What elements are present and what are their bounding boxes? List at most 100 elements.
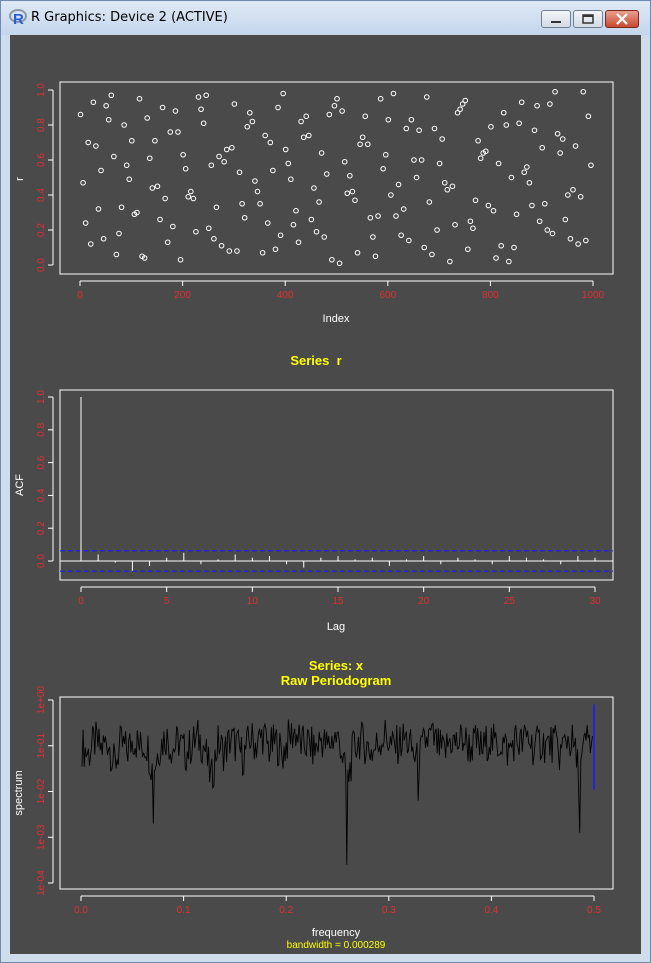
scatter-point	[200, 120, 207, 127]
scatter-point	[570, 186, 576, 193]
x-tick-label: 0.5	[587, 905, 601, 916]
x-tick-label: 25	[504, 596, 516, 607]
scatter-point	[380, 165, 386, 172]
scatter-point	[257, 200, 263, 207]
scatter-point	[498, 242, 504, 249]
acf-plot-panel: Series r 0 5 10 15 20 25 300.00.20.40.60.81.0 …	[14, 353, 614, 633]
scatter-point	[500, 109, 507, 116]
scatter-point	[193, 228, 199, 235]
scatter-point	[172, 108, 179, 114]
scatter-point	[146, 155, 153, 162]
x-tick-label: 1000	[582, 290, 605, 301]
minimize-button[interactable]	[541, 10, 571, 28]
scatter-point	[252, 178, 258, 184]
scatter-point	[123, 162, 130, 169]
y-tick-label: 0.0	[36, 258, 47, 272]
scatter-point	[357, 141, 363, 148]
x-tick-label: 10	[247, 596, 259, 607]
acf-x-axis-label: Lag	[327, 621, 345, 633]
scatter-point	[557, 150, 563, 156]
x-tick-label: 0.1	[177, 905, 191, 916]
scatter-point	[167, 129, 174, 135]
scatter-point	[470, 225, 476, 232]
scatter-point	[575, 241, 581, 247]
scatter-point	[175, 129, 181, 135]
scatter-point	[459, 101, 466, 107]
scatter-point	[534, 102, 540, 109]
scatter-point	[195, 94, 202, 100]
y-tick-label: 1e+00	[36, 686, 47, 715]
acf-y-axis-label: ACF	[14, 474, 26, 496]
x-tick-label: 15	[332, 596, 344, 607]
window-title: R Graphics: Device 2 (ACTIVE)	[31, 10, 228, 25]
scatter-point	[475, 137, 481, 144]
scatter-point	[329, 256, 335, 263]
acf-plot-frame	[59, 389, 614, 581]
scatter-point	[85, 139, 92, 146]
scatter-point	[421, 244, 428, 251]
maximize-button[interactable]	[573, 10, 603, 28]
scatter-point	[98, 167, 104, 174]
scatter-point	[90, 99, 97, 106]
scatter-point	[305, 132, 312, 139]
scatter-point	[254, 188, 261, 195]
x-tick-label: 0.4	[484, 905, 498, 916]
scatter-plot-panel: 0 200 400 600 800 1000 0.0 0.2 0.4 0.6 0.8 1.0 Inde…	[14, 81, 614, 325]
scatter-point	[493, 255, 499, 261]
scatter-point	[577, 193, 584, 200]
scatter-point	[247, 109, 253, 116]
scatter-point	[126, 176, 133, 183]
scatter-point	[93, 143, 99, 149]
scatter-point	[364, 141, 371, 148]
scatter-point	[585, 113, 592, 120]
scatter-point	[524, 164, 530, 170]
y-tick-label: 0.2	[36, 521, 47, 535]
scatter-point	[298, 118, 304, 125]
scatter-point	[234, 248, 240, 254]
scatter-point	[547, 101, 553, 107]
scatter-point	[182, 165, 189, 172]
periodogram-line	[81, 719, 593, 865]
scatter-point	[218, 242, 225, 249]
y-tick-label: 1e-01	[36, 733, 47, 759]
scatter-point	[103, 102, 109, 109]
scatter-point	[295, 239, 302, 246]
scatter-point	[321, 234, 327, 240]
close-button[interactable]	[605, 10, 639, 28]
title-bar[interactable]: R R Graphics: Device 2 (ACTIVE)	[1, 1, 650, 35]
scatter-point	[447, 258, 453, 265]
scatter-point	[388, 192, 394, 198]
y-tick-label: 0.4	[36, 188, 47, 202]
scatter-point	[362, 113, 369, 120]
scatter-point	[95, 206, 102, 212]
scatter-point	[429, 251, 435, 258]
scatter-point	[490, 207, 497, 214]
scatter-point	[334, 95, 340, 102]
scatter-point	[100, 235, 107, 242]
scatter-point	[285, 160, 292, 167]
scatter-x-axis-label: Index	[323, 313, 350, 325]
scatter-point	[508, 174, 515, 181]
scatter-point	[229, 144, 235, 151]
x-tick-label: 0.2	[279, 905, 293, 916]
bandwidth-label: bandwidth = 0.000289	[287, 940, 386, 951]
scatter-point	[588, 162, 594, 169]
scatter-point	[352, 197, 358, 204]
scatter-point	[208, 162, 215, 169]
x-tick-label: 600	[379, 290, 396, 301]
scatter-point	[377, 95, 384, 102]
scatter-point	[280, 90, 286, 97]
periodogram-title: Series: x	[309, 658, 364, 673]
scatter-point	[457, 106, 463, 113]
scatter-point	[359, 134, 366, 141]
scatter-point	[236, 169, 243, 176]
scatter-point	[108, 92, 115, 99]
scatter-point	[398, 232, 404, 239]
y-tick-label: 0.4	[36, 488, 47, 502]
close-icon	[616, 13, 628, 25]
x-tick-label: 0.3	[382, 905, 396, 916]
x-tick-label: 0	[78, 596, 84, 607]
scatter-point	[272, 246, 279, 253]
